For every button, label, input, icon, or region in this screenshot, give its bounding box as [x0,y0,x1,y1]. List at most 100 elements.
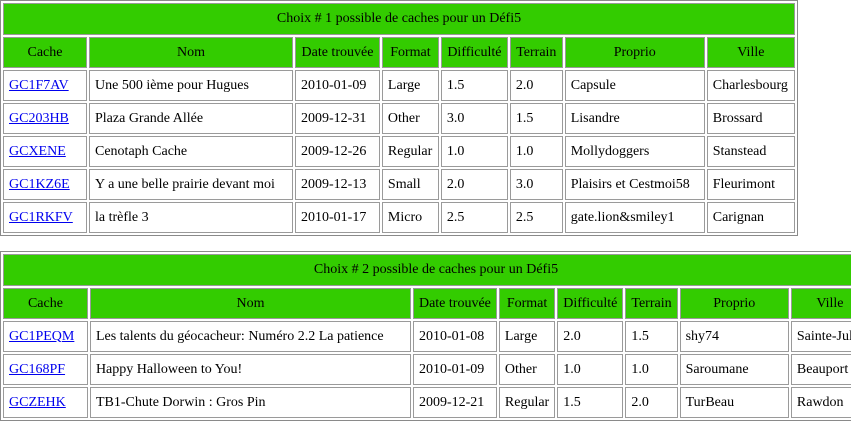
cache-link[interactable]: GCZEHK [9,394,66,410]
cache-link[interactable]: GC1PEQM [9,328,75,344]
table-row: GC168PF Happy Halloween to You! 2010-01-… [3,354,851,385]
defi-table-2: Choix # 2 possible de caches pour un Déf… [0,251,851,421]
format-cell: Micro [381,202,439,233]
city-cell: Stanstead [706,136,795,167]
cache-code-cell: GC203HB [3,103,87,134]
city-cell: Carignan [706,202,795,233]
column-header-date: Date trouvée [412,288,497,319]
terrain-cell: 2.5 [509,202,563,233]
city-cell: Brossard [706,103,795,134]
table-title: Choix # 2 possible de caches pour un Déf… [3,254,851,286]
cache-code-cell: GC168PF [3,354,88,385]
city-cell: Charlesbourg [706,70,795,101]
cache-link[interactable]: GC1KZ6E [9,176,70,192]
column-header-proprio: Proprio [564,37,705,68]
date-found-cell: 2009-12-13 [295,169,380,200]
cache-code-cell: GCZEHK [3,387,88,418]
column-header-date: Date trouvée [295,37,380,68]
column-header-terrain: Terrain [625,288,678,319]
format-cell: Other [498,354,556,385]
city-cell: Rawdon [790,387,851,418]
format-cell: Other [381,103,439,134]
difficulty-cell: 2.0 [557,321,624,352]
table-row: GC203HB Plaza Grande Allée 2009-12-31 Ot… [3,103,795,134]
table-header-row: Cache Nom Date trouvée Format Difficulté… [3,288,851,319]
cache-name-cell: Une 500 ième pour Hugues [89,70,293,101]
cache-link[interactable]: GC1RKFV [9,209,73,225]
date-found-cell: 2009-12-21 [412,387,497,418]
column-header-proprio: Proprio [679,288,789,319]
difficulty-cell: 3.0 [440,103,508,134]
column-header-cache: Cache [3,288,88,319]
owner-cell: TurBeau [679,387,789,418]
city-cell: Sainte-Julie [790,321,851,352]
difficulty-cell: 2.5 [440,202,508,233]
owner-cell: Capsule [564,70,705,101]
cache-name-cell: Cenotaph Cache [89,136,293,167]
difficulty-cell: 1.0 [557,354,624,385]
terrain-cell: 1.0 [509,136,563,167]
owner-cell: Plaisirs et Cestmoi58 [564,169,705,200]
column-header-difficulte: Difficulté [557,288,624,319]
table-row: GC1F7AV Une 500 ième pour Hugues 2010-01… [3,70,795,101]
cache-link[interactable]: GC168PF [9,361,66,377]
column-header-ville: Ville [706,37,795,68]
table-row: GC1KZ6E Y a une belle prairie devant moi… [3,169,795,200]
defi-table-1: Choix # 1 possible de caches pour un Déf… [0,0,798,236]
cache-name-cell: Y a une belle prairie devant moi [89,169,293,200]
column-header-nom: Nom [89,288,411,319]
terrain-cell: 1.0 [625,354,678,385]
format-cell: Regular [498,387,556,418]
owner-cell: gate.lion&smiley1 [564,202,705,233]
column-header-terrain: Terrain [509,37,563,68]
city-cell: Fleurimont [706,169,795,200]
difficulty-cell: 1.0 [440,136,508,167]
date-found-cell: 2010-01-09 [295,70,380,101]
cache-code-cell: GC1RKFV [3,202,87,233]
date-found-cell: 2010-01-08 [412,321,497,352]
difficulty-cell: 1.5 [440,70,508,101]
terrain-cell: 2.0 [625,387,678,418]
table-row: GC1PEQM Les talents du géocacheur: Numér… [3,321,851,352]
difficulty-cell: 2.0 [440,169,508,200]
table-title-row: Choix # 1 possible de caches pour un Déf… [3,3,795,35]
date-found-cell: 2009-12-26 [295,136,380,167]
owner-cell: Mollydoggers [564,136,705,167]
cache-name-cell: Les talents du géocacheur: Numéro 2.2 La… [89,321,411,352]
cache-code-cell: GC1F7AV [3,70,87,101]
cache-link[interactable]: GCXENE [9,143,66,159]
table-title-row: Choix # 2 possible de caches pour un Déf… [3,254,851,286]
table-row: GCZEHK TB1-Chute Dorwin : Gros Pin 2009-… [3,387,851,418]
column-header-ville: Ville [790,288,851,319]
table-title: Choix # 1 possible de caches pour un Déf… [3,3,795,35]
cache-name-cell: TB1-Chute Dorwin : Gros Pin [89,387,411,418]
difficulty-cell: 1.5 [557,387,624,418]
terrain-cell: 3.0 [509,169,563,200]
format-cell: Large [381,70,439,101]
terrain-cell: 2.0 [509,70,563,101]
date-found-cell: 2010-01-17 [295,202,380,233]
cache-name-cell: Happy Halloween to You! [89,354,411,385]
cache-link[interactable]: GC203HB [9,110,69,126]
cache-code-cell: GC1KZ6E [3,169,87,200]
owner-cell: shy74 [679,321,789,352]
cache-name-cell: Plaza Grande Allée [89,103,293,134]
city-cell: Beauport [790,354,851,385]
column-header-format: Format [498,288,556,319]
format-cell: Regular [381,136,439,167]
column-header-difficulte: Difficulté [440,37,508,68]
column-header-cache: Cache [3,37,87,68]
date-found-cell: 2010-01-09 [412,354,497,385]
cache-name-cell: la trèfle 3 [89,202,293,233]
column-header-format: Format [381,37,439,68]
terrain-cell: 1.5 [509,103,563,134]
cache-code-cell: GC1PEQM [3,321,88,352]
cache-code-cell: GCXENE [3,136,87,167]
column-header-nom: Nom [89,37,293,68]
date-found-cell: 2009-12-31 [295,103,380,134]
table-row: GCXENE Cenotaph Cache 2009-12-26 Regular… [3,136,795,167]
table-header-row: Cache Nom Date trouvée Format Difficulté… [3,37,795,68]
format-cell: Small [381,169,439,200]
terrain-cell: 1.5 [625,321,678,352]
cache-link[interactable]: GC1F7AV [9,77,69,93]
